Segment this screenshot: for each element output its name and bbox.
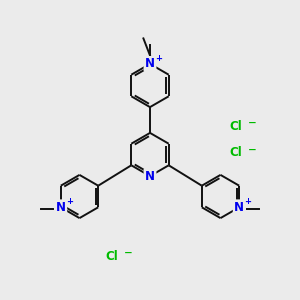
Text: −: − xyxy=(248,117,257,128)
Text: +: + xyxy=(244,197,251,206)
Text: N: N xyxy=(234,201,244,214)
Text: −: − xyxy=(124,248,132,258)
Text: Cl: Cl xyxy=(230,119,242,133)
Text: +: + xyxy=(66,197,73,206)
Text: Cl: Cl xyxy=(230,146,242,160)
Text: N: N xyxy=(56,201,66,214)
Text: N: N xyxy=(145,169,155,183)
Text: +: + xyxy=(155,54,162,63)
Text: −: − xyxy=(248,144,257,154)
Text: Cl: Cl xyxy=(105,250,118,263)
Text: N: N xyxy=(145,57,155,70)
